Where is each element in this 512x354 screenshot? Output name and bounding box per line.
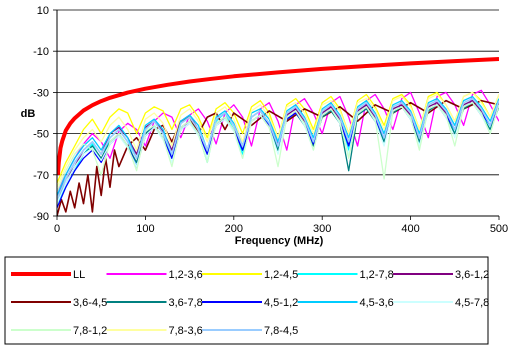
plot-area: [57, 10, 499, 216]
legend-label-7-8-3-6: 7,8-3,6: [169, 325, 203, 337]
legend: LL 1,2-3,6 1,2-4,5 1,2-7,8 3,6-1,2 3,6-4,5 3,6…: [4, 256, 489, 345]
legend-label-1-2-3-6: 1,2-3,6: [169, 269, 203, 281]
legend-label-4-5-1-2: 4,5-1,2: [264, 297, 298, 309]
y-tick-label: 10: [37, 5, 49, 17]
x-tick-label: 100: [136, 223, 154, 235]
legend-label-7-8-1-2: 7,8-1,2: [73, 325, 107, 337]
grid-layer: [57, 9, 499, 217]
y-tick-label: -50: [33, 129, 49, 141]
x-tick-label: 500: [490, 223, 508, 235]
y-tick-label: -70: [33, 170, 49, 182]
x-axis-label: Frequency (MHz): [235, 235, 324, 247]
x-tick-label: 400: [401, 223, 419, 235]
y-axis-label: dB: [21, 108, 36, 120]
x-tick-label: 200: [225, 223, 243, 235]
legend-label-1-2-4-5: 1,2-4,5: [264, 269, 298, 281]
legend-label-LL: LL: [73, 269, 85, 281]
legend-label-3-6-4-5: 3,6-4,5: [73, 297, 107, 309]
series-line-7-8-4-5: [57, 97, 499, 200]
y-tick-label: -30: [33, 87, 49, 99]
legend-label-3-6-1-2: 3,6-1,2: [455, 269, 489, 281]
series-line-7-8-3-6: [57, 91, 499, 188]
legend-label-3-6-7-8: 3,6-7,8: [169, 297, 203, 309]
legend-label-4-5-7-8: 4,5-7,8: [455, 297, 489, 309]
y-tick-label: -10: [33, 46, 49, 58]
series-layer: [57, 57, 499, 216]
legend-label-1-2-7-8: 1,2-7,8: [360, 269, 394, 281]
y-tick-label: -90: [33, 211, 49, 223]
axis-layer: 10 -10 -30 -50 -70 -90 0 100 200 300 400 500: [33, 5, 508, 235]
series-line-LL: [57, 57, 499, 175]
legend-label-4-5-3-6: 4,5-3,6: [360, 297, 394, 309]
x-tick-label: 300: [313, 223, 331, 235]
series-line-7-8-1-2: [57, 102, 499, 192]
legend-label-7-8-4-5: 7,8-4,5: [264, 325, 298, 337]
x-tick-label: 0: [54, 223, 60, 235]
series-line-1-2-3-6: [57, 89, 499, 192]
